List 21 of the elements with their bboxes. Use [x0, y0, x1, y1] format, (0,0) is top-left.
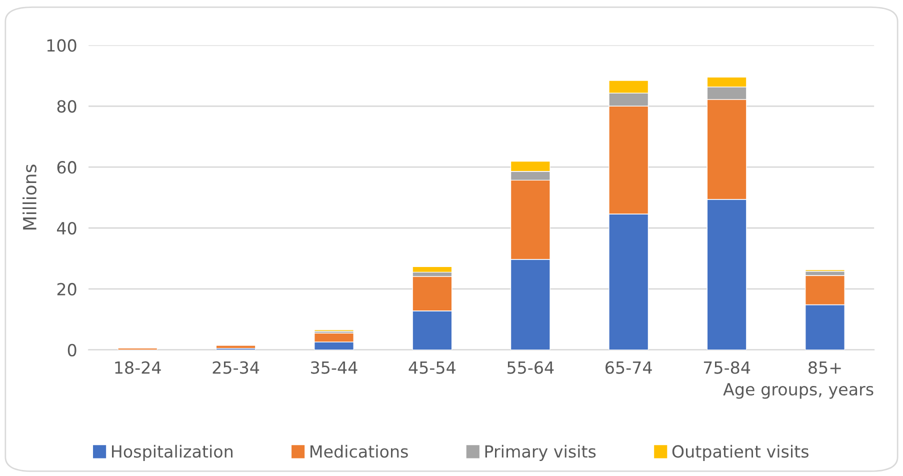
y-tick-label: 0: [68, 344, 76, 356]
bar: [412, 266, 452, 273]
y-tick-label: 20: [57, 282, 76, 296]
x-tick-label: 35-44: [311, 361, 358, 374]
y-tick-label: 80: [57, 100, 76, 113]
x-tick-label: 75-84: [704, 361, 750, 374]
x-tick-label: 45-54: [408, 361, 456, 374]
x-tick-label: 18-24: [115, 361, 161, 374]
x-axis-title: Age groups, years: [723, 383, 874, 399]
legend-label: Outpatient visits: [672, 444, 808, 461]
y-axis-title: Millions: [22, 164, 37, 230]
legend-label: Medications: [310, 444, 408, 458]
y-tick-label: 40: [56, 222, 76, 235]
x-tick-label: 85+: [808, 361, 841, 374]
x-tick-label: 55-64: [507, 361, 554, 374]
legend-label: Primary visits: [485, 444, 596, 461]
y-tick-label: 60: [57, 161, 76, 174]
legend-label: Hospitalization: [112, 444, 232, 461]
x-tick-label: 65-74: [606, 361, 652, 374]
y-tick-label: 100: [47, 39, 76, 52]
x-tick-label: 25-34: [212, 361, 260, 374]
